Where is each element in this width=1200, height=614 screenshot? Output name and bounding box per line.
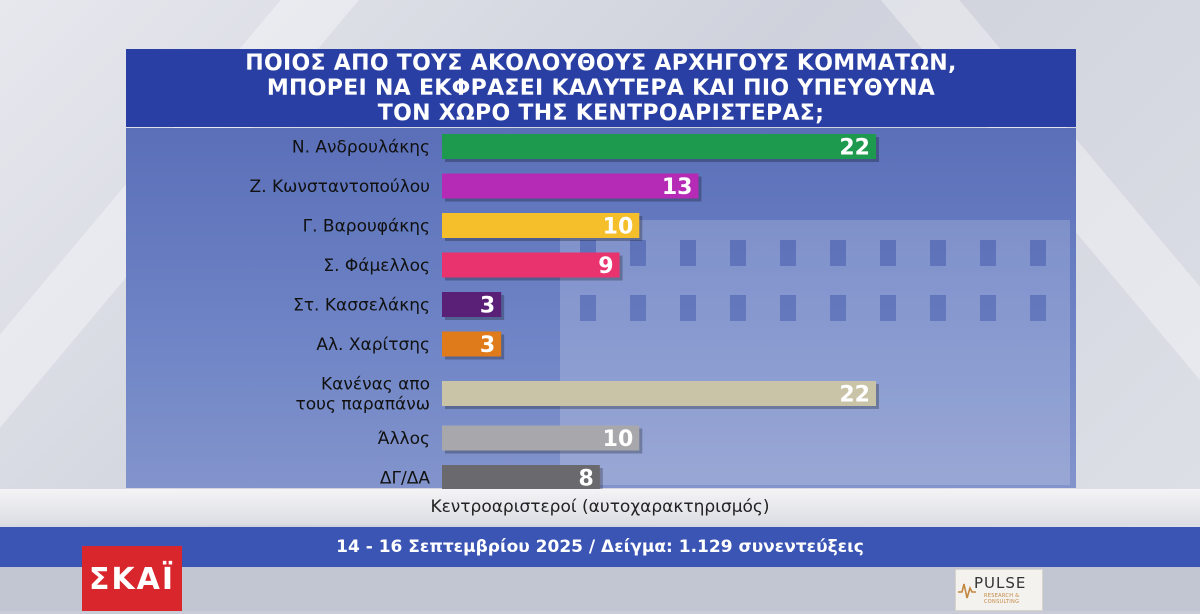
bar	[442, 134, 876, 159]
parliament-building-watermark	[560, 220, 1070, 485]
title-line: ΤΟΝ ΧΩΡΟ ΤΗΣ ΚΕΝΤΡΟΑΡΙΣΤΕΡΑΣ;	[377, 100, 825, 126]
pulse-wave-icon	[958, 583, 976, 599]
category-label: Κανένας απο	[321, 375, 430, 395]
bar	[442, 252, 620, 278]
data-label: 22	[839, 136, 870, 161]
title-line: ΜΠΟΡΕΙ ΝΑ ΕΚΦΡΑΣΕΙ ΚΑΛΥΤΕΡΑ ΚΑΙ ΠΙΟ ΥΠΕΥ…	[266, 75, 936, 101]
pulse-wordmark: PULSE	[974, 574, 1027, 592]
sample-subtitle: Κεντροαριστεροί (αυτοχαρακτηρισμός)	[0, 489, 1200, 525]
data-label: 10	[603, 215, 634, 240]
category-label: Ν. Ανδρουλάκης	[292, 138, 430, 158]
category-label: τους παραπάνω	[296, 395, 430, 415]
bar	[442, 292, 502, 317]
bar	[442, 465, 600, 490]
category-label: ΔΓ/ΔΑ	[380, 469, 430, 489]
title-line: ΠΟΙΟΣ ΑΠΟ ΤΟΥΣ ΑΚΟΛΟΥΘΟΥΣ ΑΡΧΗΓΟΥΣ ΚΟΜΜΑ…	[245, 50, 957, 76]
bar	[442, 213, 640, 238]
data-label: 3	[480, 333, 495, 358]
pulse-tagline: RESEARCH & CONSULTING	[984, 593, 1020, 605]
data-label: 22	[839, 383, 870, 408]
bar	[442, 331, 502, 357]
data-label: 10	[603, 427, 634, 452]
data-label: 3	[480, 294, 495, 319]
category-label: Γ. Βαρουφάκης	[303, 217, 430, 237]
category-label: Αλ. Χαρίτσης	[316, 335, 430, 355]
data-label: 13	[662, 175, 693, 200]
bar	[442, 173, 699, 199]
survey-footer: 14 - 16 Σεπτεμβρίου 2025 / Δείγμα: 1.129…	[0, 527, 1200, 567]
data-label: 9	[598, 254, 613, 279]
bar	[442, 381, 876, 406]
skai-logo: ΣΚΑΪ	[82, 546, 182, 611]
category-label: Στ. Κασσελάκης	[293, 296, 430, 316]
category-label: Ζ. Κωνσταντοπούλου	[250, 177, 430, 197]
category-label: Σ. Φάμελλος	[323, 256, 430, 276]
pulse-logo: PULSE RESEARCH & CONSULTING	[955, 569, 1043, 611]
chart-title: ΠΟΙΟΣ ΑΠΟ ΤΟΥΣ ΑΚΟΛΟΥΘΟΥΣ ΑΡΧΗΓΟΥΣ ΚΟΜΜΑ…	[126, 49, 1076, 127]
data-label: 8	[579, 467, 594, 492]
bar	[442, 425, 640, 451]
category-label: Άλλος	[378, 429, 430, 449]
